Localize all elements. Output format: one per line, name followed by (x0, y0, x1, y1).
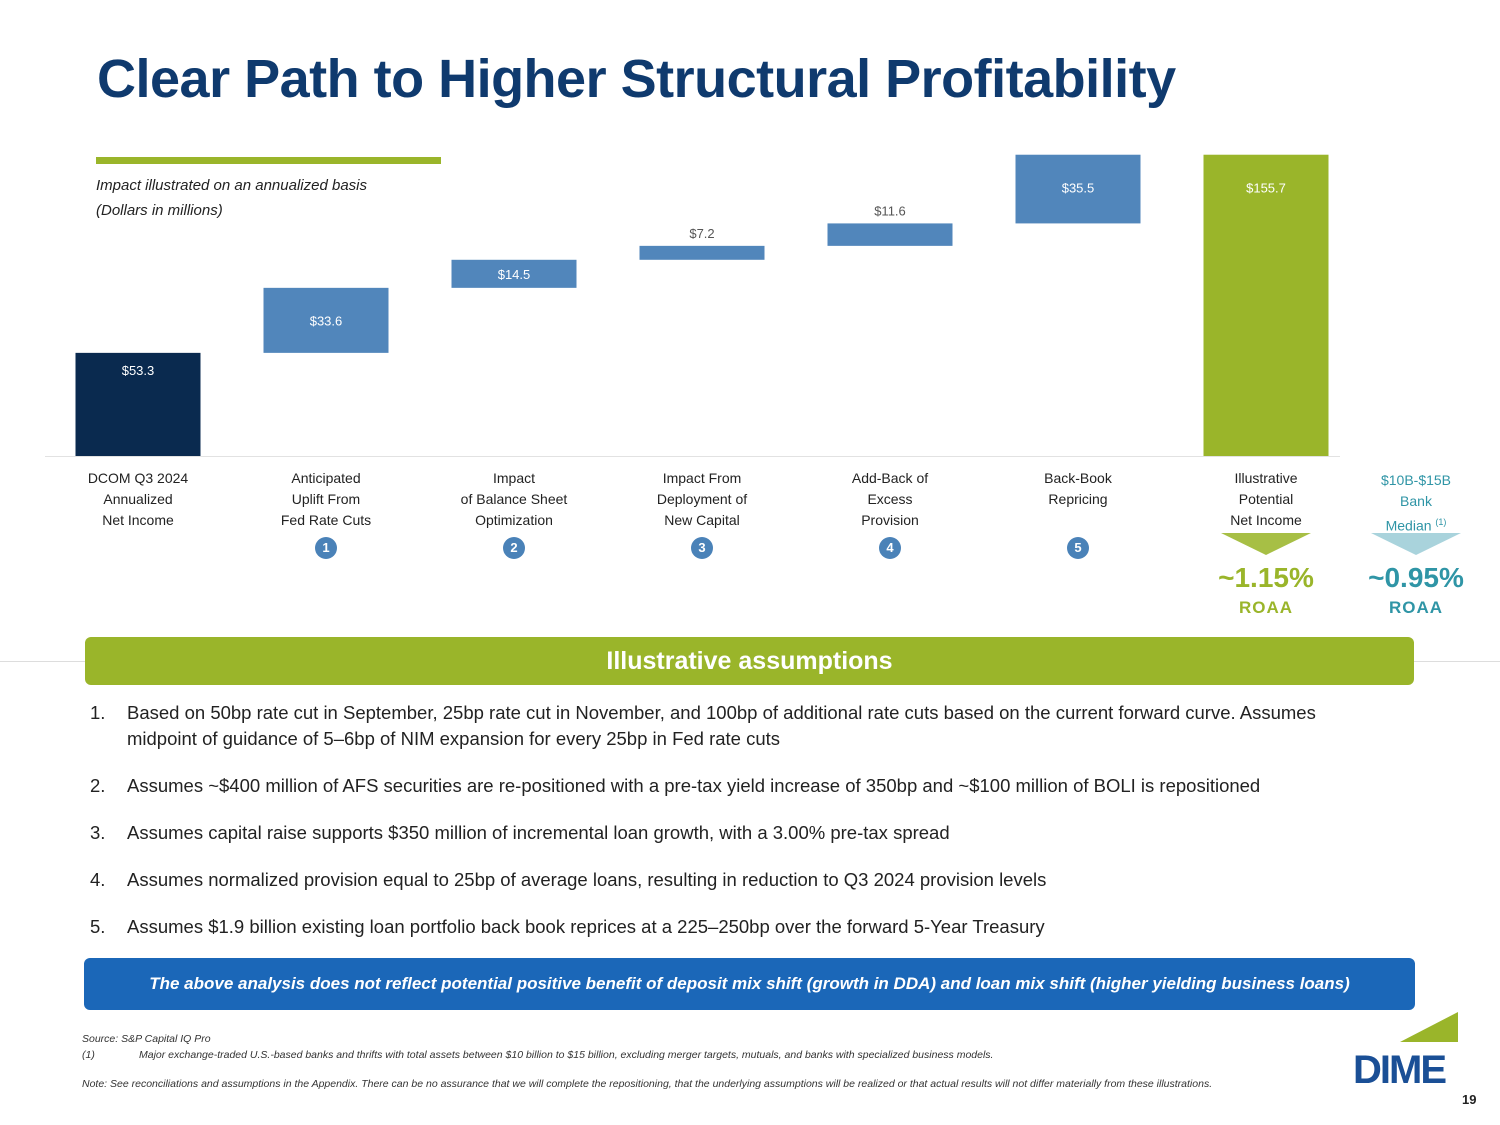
data-label: $14.5 (498, 267, 531, 282)
callout-banner: The above analysis does not reflect pote… (84, 958, 1415, 1010)
title-accent-bar (96, 157, 441, 164)
x-tick-line: Fed Rate Cuts (280, 512, 372, 528)
x-tick-line: Excess (867, 491, 913, 507)
assumption-marker: 3 (691, 537, 713, 559)
x-tick-line: Annualized (103, 491, 173, 507)
data-label: $53.3 (122, 363, 155, 378)
item-number: 4. (90, 869, 106, 890)
x-tick-label: Add-Back of Excess Provision (800, 468, 980, 531)
item-text: Assumes capital raise supports $350 mill… (127, 822, 950, 843)
item-number: 2. (90, 775, 106, 796)
assumption-item: 3. Assumes capital raise supports $350 mi… (90, 820, 1390, 846)
data-label: $155.7 (1246, 181, 1286, 196)
page-number: 19 (1462, 1092, 1477, 1107)
data-label: $11.6 (874, 203, 906, 218)
item-text: Assumes normalized provision equal to 25… (127, 869, 1047, 890)
assumption-item: 2. Assumes ~$400 million of AFS securitie… (90, 773, 1390, 799)
assumption-item: 1. Based on 50bp rate cut in September, 2… (90, 700, 1390, 752)
bar-2 (451, 259, 577, 288)
item-number: 1. (90, 702, 106, 723)
data-label: $33.6 (310, 313, 343, 328)
assumption-marker: 1 (315, 537, 337, 559)
down-arrow-icon (1371, 533, 1461, 555)
x-tick-line: Anticipated (291, 470, 361, 486)
bar-6 (1203, 154, 1329, 456)
x-tick-line: Provision (861, 512, 919, 528)
bar-0 (75, 352, 201, 456)
source-note: Source: S&P Capital IQ Pro (82, 1033, 211, 1045)
x-tick-line: of Balance Sheet (460, 491, 568, 507)
item-text: Assumes ~$400 million of AFS securities … (127, 775, 1261, 796)
x-tick-label: Impact From Deployment of New Capital (612, 468, 792, 531)
disclaimer-note: Note: See reconciliations and assumption… (82, 1078, 1213, 1090)
assumption-marker: 4 (879, 537, 901, 559)
x-tick-line: Uplift From (291, 491, 361, 507)
x-tick-line: Add-Back of (851, 470, 929, 486)
x-tick-line: Illustrative (1234, 470, 1298, 486)
down-arrow-icon (1221, 533, 1311, 555)
assumption-item: 4. Assumes normalized provision equal to … (90, 867, 1390, 893)
chart-subtitle: Impact illustrated on an annualized basi… (96, 177, 367, 194)
x-tick-line: Impact From (662, 470, 742, 486)
item-number: 3. (90, 822, 106, 843)
x-tick-line: DCOM Q3 2024 (87, 470, 189, 486)
item-text: Assumes $1.9 billion existing loan portf… (127, 916, 1045, 937)
data-label: $7.2 (689, 226, 714, 241)
x-tick-line: Net Income (1230, 512, 1302, 528)
chart-units: (Dollars in millions) (96, 202, 223, 219)
x-tick-line: Impact (492, 470, 535, 486)
bar-4 (827, 223, 953, 246)
x-tick-line: Potential (1238, 491, 1294, 507)
bar-3 (639, 245, 765, 260)
dime-logo: DIME (1353, 1012, 1458, 1087)
x-tick-label: DCOM Q3 2024 Annualized Net Income (48, 468, 228, 531)
assumption-marker: 2 (503, 537, 525, 559)
item-text: Based on 50bp rate cut in September, 25b… (127, 702, 1316, 749)
assumption-item: 5. Assumes $1.9 billion existing loan por… (90, 914, 1390, 940)
assumptions-header: Illustrative assumptions (85, 637, 1414, 685)
footnote-marker: (1) (82, 1049, 95, 1061)
svg-text:DIME: DIME (1353, 1048, 1446, 1087)
x-tick-line: Optimization (475, 512, 553, 528)
median-roaa-value: ~0.95% (1368, 562, 1464, 593)
footnote-text: Major exchange-traded U.S.-based banks a… (139, 1049, 994, 1061)
company-roaa-value: ~1.15% (1218, 562, 1314, 593)
median-roaa-label: ROAA (1388, 598, 1444, 617)
x-tick-label: Anticipated Uplift From Fed Rate Cuts (236, 468, 416, 531)
median-line1: $10B-$15B (1380, 472, 1452, 488)
x-tick-line: New Capital (664, 512, 740, 528)
x-tick-line: Net Income (102, 512, 174, 528)
x-tick-label: Back-Book Repricing (988, 468, 1168, 510)
data-label: $35.5 (1062, 181, 1095, 196)
page-title: Clear Path to Higher Structural Profitab… (97, 49, 1176, 109)
x-tick-line: Repricing (1048, 491, 1108, 507)
bank-median-label: $10B-$15B Bank Median (1) (1356, 470, 1476, 537)
median-footnote-ref: (1) (1435, 517, 1447, 527)
assumption-marker: 5 (1067, 537, 1089, 559)
median-line3: Median (1385, 517, 1432, 534)
x-tick-label: Impact of Balance Sheet Optimization (424, 468, 604, 531)
x-tick-line: Back-Book (1044, 470, 1112, 486)
bar-5 (1015, 154, 1141, 224)
median-roaa: ~0.95% ROAA (1341, 562, 1491, 618)
x-tick-line: Deployment of (656, 491, 748, 507)
item-number: 5. (90, 916, 106, 937)
footnote-1: (1) Major exchange-traded U.S.-based bank… (82, 1047, 993, 1063)
company-roaa-label: ROAA (1238, 598, 1294, 617)
median-line2: Bank (1400, 493, 1432, 509)
assumptions-list: 1. Based on 50bp rate cut in September, 2… (90, 700, 1390, 961)
waterfall-chart: $53.3 $33.6 $14.5 $7.2 $11.6 $35.5 $155.7 (45, 154, 1340, 457)
x-tick-label: Illustrative Potential Net Income (1176, 468, 1356, 531)
bar-1 (263, 287, 389, 353)
company-roaa: ~1.15% ROAA (1191, 562, 1341, 618)
